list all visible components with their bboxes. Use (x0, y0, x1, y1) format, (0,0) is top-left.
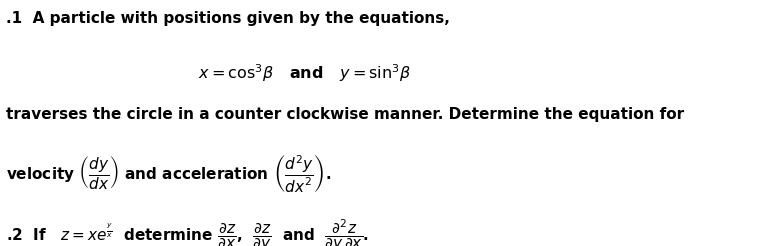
Text: velocity $\left(\dfrac{dy}{dx}\right)$ and acceleration $\left(\dfrac{d^2y}{dx^2: velocity $\left(\dfrac{dy}{dx}\right)$ a… (6, 154, 331, 195)
Text: $x = \cos^3\!\beta$   and   $y = \sin^3\!\beta$: $x = \cos^3\!\beta$ and $y = \sin^3\!\be… (198, 63, 411, 84)
Text: .2  If   $z = xe^{\frac{y}{x}}$  determine $\dfrac{\partial z}{\partial x}$,  $\: .2 If $z = xe^{\frac{y}{x}}$ determine $… (6, 218, 369, 246)
Text: .1  A particle with positions given by the equations,: .1 A particle with positions given by th… (6, 11, 450, 26)
Text: traverses the circle in a counter clockwise manner. Determine the equation for: traverses the circle in a counter clockw… (6, 107, 684, 122)
